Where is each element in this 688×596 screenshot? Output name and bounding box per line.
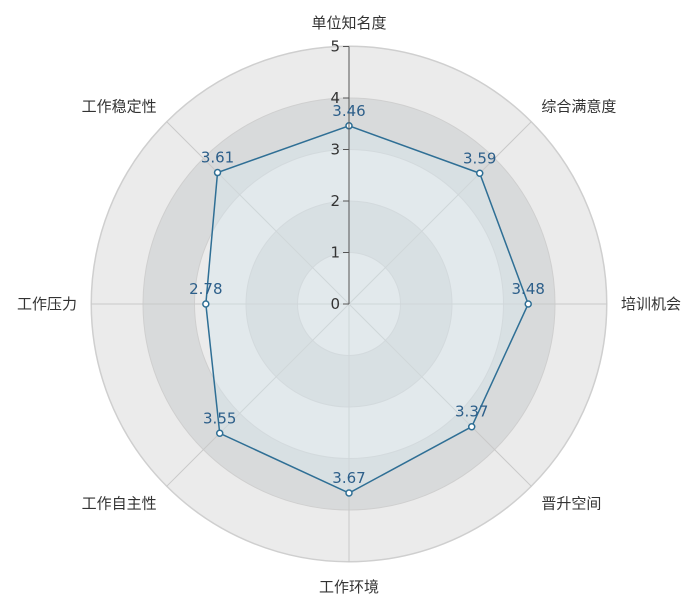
category-label-1: 单位知名度 xyxy=(311,14,386,32)
data-point-4 xyxy=(467,422,476,431)
radial-tick-label-2: 2 xyxy=(330,192,340,210)
spoke-6 xyxy=(166,303,350,487)
data-point-8 xyxy=(213,168,222,177)
data-point-6 xyxy=(215,429,224,438)
value-label-8: 3.61 xyxy=(201,149,234,167)
value-label-2: 3.59 xyxy=(463,149,496,167)
category-label-3: 培训机会 xyxy=(621,295,681,313)
spoke-4 xyxy=(348,303,532,487)
data-point-3 xyxy=(524,300,532,308)
radar-series xyxy=(202,122,532,497)
radial-tick-label-4: 4 xyxy=(330,89,340,107)
data-point-2 xyxy=(475,169,484,178)
data-point-5 xyxy=(345,489,353,497)
category-label-7: 工作压力 xyxy=(17,295,77,313)
data-point-7 xyxy=(202,300,210,308)
value-label-4: 3.37 xyxy=(455,403,488,421)
category-label-5: 工作环境 xyxy=(319,578,379,596)
category-label-4: 晋升空间 xyxy=(541,494,601,512)
radial-tick-label-3: 3 xyxy=(330,141,340,159)
value-label-7: 2.78 xyxy=(189,280,222,298)
radar-labels: 3.46 3.59 3.48 3.37 3.67 3.55 2.78 3.61 单位知名度综合满… xyxy=(17,14,681,596)
spoke-2 xyxy=(348,121,532,305)
value-label-5: 3.67 xyxy=(332,469,365,487)
radial-tick-label-1: 1 xyxy=(330,244,340,262)
value-label-6: 3.55 xyxy=(203,409,236,427)
radial-axis: 0 1 2 3 4 5 xyxy=(330,38,350,313)
radial-tick-label-0: 0 xyxy=(330,295,340,313)
value-label-1: 3.46 xyxy=(332,102,365,120)
category-label-6: 工作自主性 xyxy=(82,494,157,512)
radial-tick-label-5: 5 xyxy=(330,38,340,56)
category-label-8: 工作稳定性 xyxy=(82,98,157,116)
spoke-8 xyxy=(166,121,350,305)
value-label-3: 3.48 xyxy=(512,280,545,298)
category-label-2: 综合满意度 xyxy=(541,98,616,116)
